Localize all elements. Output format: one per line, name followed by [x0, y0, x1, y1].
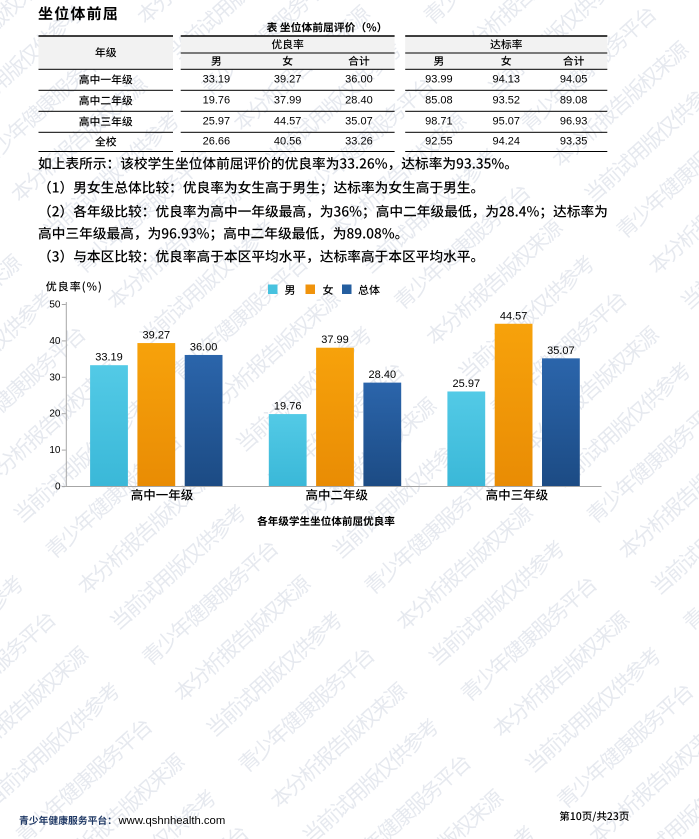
svg-text:26.66: 26.66 — [203, 136, 231, 148]
svg-text:39.27: 39.27 — [274, 74, 302, 86]
svg-text:89.08: 89.08 — [560, 95, 588, 107]
svg-text:20: 20 — [49, 409, 61, 420]
svg-text:35.07: 35.07 — [345, 116, 373, 128]
svg-text:94.05: 94.05 — [560, 74, 588, 86]
svg-text:36.00: 36.00 — [345, 74, 373, 86]
svg-text:44.57: 44.57 — [274, 116, 302, 128]
svg-text:44.57: 44.57 — [500, 310, 528, 322]
svg-text:37.99: 37.99 — [274, 95, 302, 107]
svg-text:50: 50 — [49, 300, 61, 311]
svg-text:25.97: 25.97 — [453, 378, 481, 390]
svg-text:98.71: 98.71 — [425, 116, 453, 128]
svg-text:33.19: 33.19 — [203, 74, 231, 86]
svg-text:93.52: 93.52 — [492, 95, 520, 107]
svg-text:www.qshnhealth.com: www.qshnhealth.com — [118, 815, 226, 827]
svg-text:93.99: 93.99 — [425, 74, 453, 86]
svg-text:85.08: 85.08 — [425, 95, 453, 107]
svg-text:19.76: 19.76 — [274, 401, 302, 413]
svg-text:19.76: 19.76 — [203, 95, 231, 107]
svg-text:10: 10 — [49, 445, 61, 456]
svg-text:28.40: 28.40 — [369, 369, 397, 381]
svg-text:28.40: 28.40 — [345, 95, 373, 107]
svg-text:93.35: 93.35 — [560, 136, 588, 148]
svg-text:94.24: 94.24 — [492, 136, 520, 148]
svg-text:94.13: 94.13 — [492, 74, 520, 86]
svg-text:40.56: 40.56 — [274, 136, 302, 148]
svg-text:36.00: 36.00 — [190, 341, 218, 353]
svg-text:35.07: 35.07 — [547, 345, 575, 357]
svg-text:33.26: 33.26 — [345, 136, 373, 148]
svg-text:95.07: 95.07 — [492, 116, 520, 128]
svg-text:40: 40 — [49, 336, 61, 347]
svg-text:39.27: 39.27 — [143, 330, 171, 342]
svg-text:96.93: 96.93 — [560, 116, 588, 128]
svg-text:30: 30 — [49, 372, 61, 383]
svg-text:33.19: 33.19 — [95, 352, 123, 364]
svg-text:37.99: 37.99 — [321, 334, 349, 346]
svg-text:92.55: 92.55 — [425, 136, 453, 148]
svg-text:0: 0 — [55, 482, 61, 493]
svg-text:25.97: 25.97 — [203, 116, 231, 128]
